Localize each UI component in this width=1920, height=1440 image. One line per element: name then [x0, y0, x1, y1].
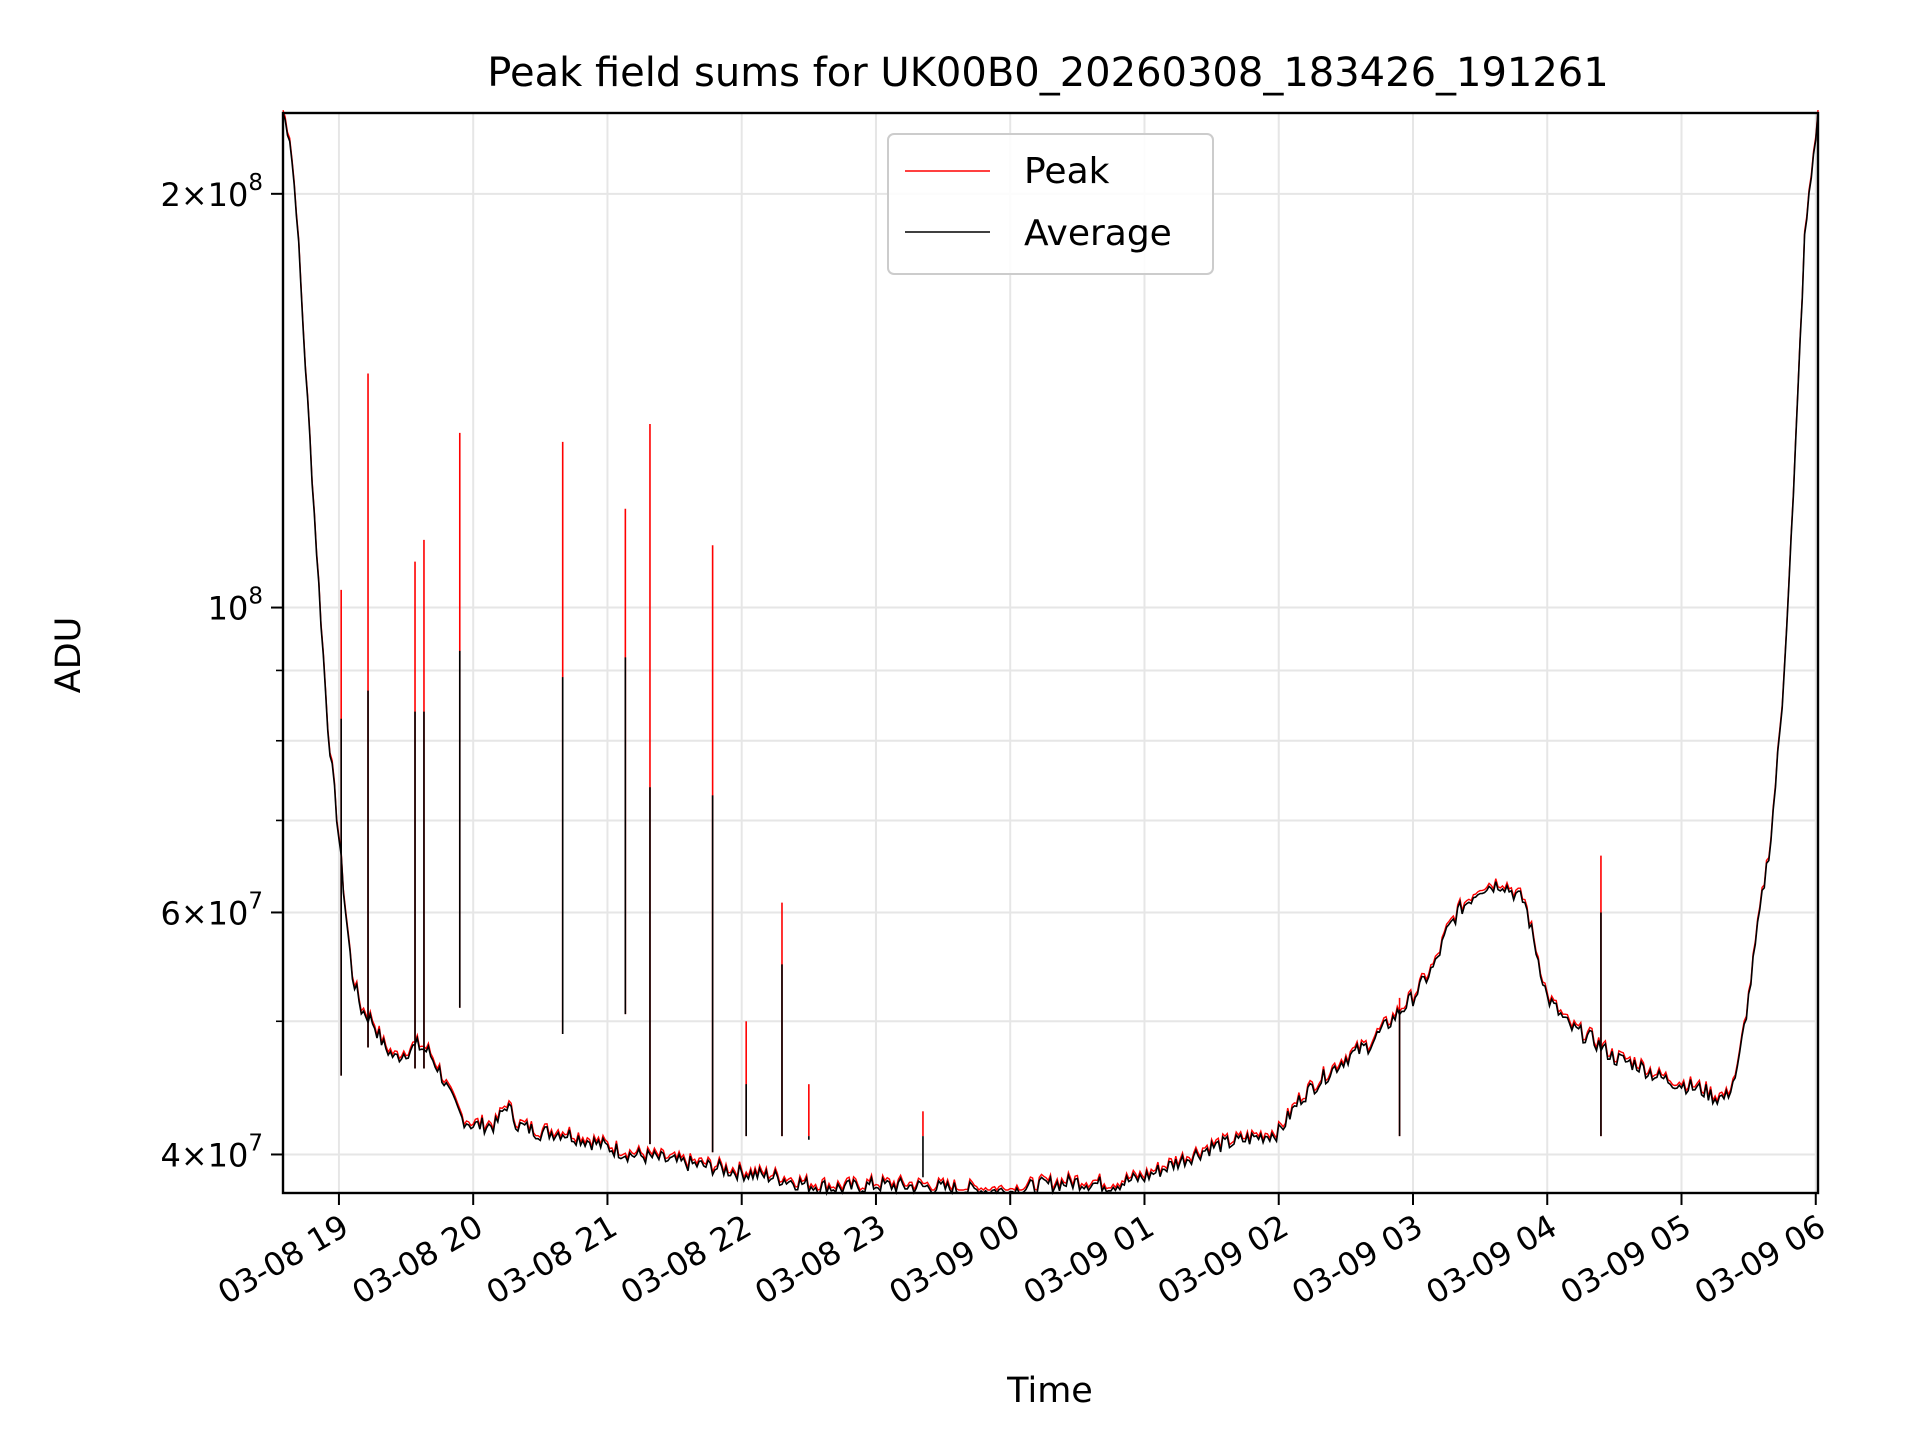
chart-title: Peak field sums for UK00B0_20260308_1834… [487, 50, 1608, 96]
y-axis-label: ADU [49, 617, 89, 694]
plot-frame [281, 111, 1820, 1195]
series-area [282, 109, 1819, 1197]
y-tick-label: 4×107 [160, 1130, 263, 1174]
y-tick-label: 108 [208, 584, 263, 628]
peak-line [282, 109, 1819, 1193]
x-axis-label: Time [1006, 1371, 1093, 1411]
average-line [282, 112, 1819, 1197]
grid [283, 113, 1818, 1193]
legend-average-label: Average [1024, 213, 1172, 254]
legend: Peak Average [887, 133, 1214, 275]
y-tick-label: 2×108 [160, 170, 263, 214]
legend-peak-label: Peak [1024, 151, 1110, 192]
legend-box [887, 133, 1214, 275]
y-tick-label: 6×107 [160, 888, 263, 932]
